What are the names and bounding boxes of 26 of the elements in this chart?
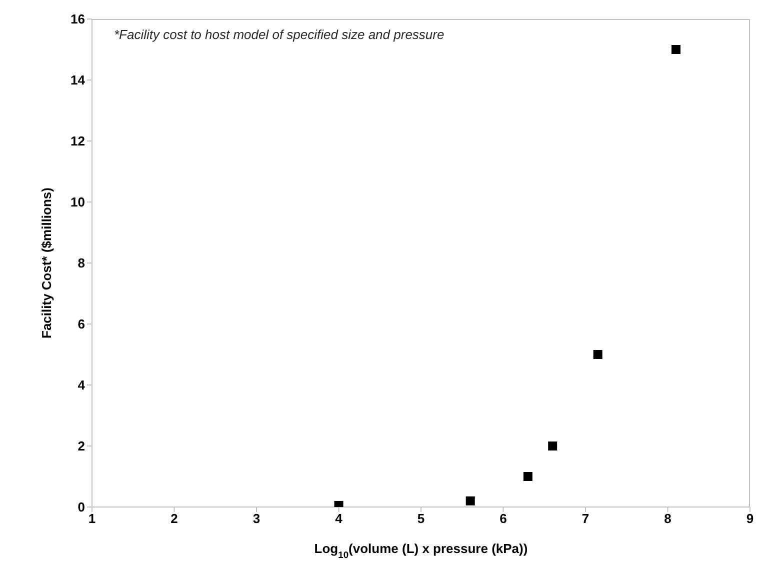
y-tick-label: 14 <box>70 72 86 88</box>
x-tick-label: 1 <box>88 511 96 526</box>
y-tick-label: 12 <box>70 134 85 149</box>
x-tick-label: 3 <box>252 511 260 526</box>
y-tick-label: 2 <box>78 438 85 454</box>
annotation: *Facility cost to host model of specified size and pressure <box>114 27 444 42</box>
y-tick-label: 6 <box>78 316 85 332</box>
point <box>548 442 558 450</box>
y-tick-label: 0 <box>78 500 85 515</box>
x-tick-label: 4 <box>335 511 344 526</box>
y-axis-title: Facility Cost* ($millions) <box>39 188 54 338</box>
x-tick-label: 8 <box>664 511 672 526</box>
point <box>593 350 602 359</box>
y-tick-label: 10 <box>70 194 85 210</box>
point <box>466 496 475 506</box>
x-tick-label: 7 <box>582 511 590 526</box>
x-tick-label: 2 <box>170 511 178 526</box>
point <box>523 472 532 481</box>
point <box>671 45 680 54</box>
y-tick-label: 8 <box>78 256 85 271</box>
x-axis-title: Log$_{10}$(volume (L) x pressure (kPa)) <box>314 541 528 560</box>
y-tick-label: 16 <box>70 12 85 27</box>
y-tick-label: 4 <box>78 378 86 393</box>
x-tick-label: 5 <box>417 511 425 526</box>
x-tick-label: 9 <box>746 511 754 526</box>
x-tick-label: 6 <box>500 511 507 526</box>
